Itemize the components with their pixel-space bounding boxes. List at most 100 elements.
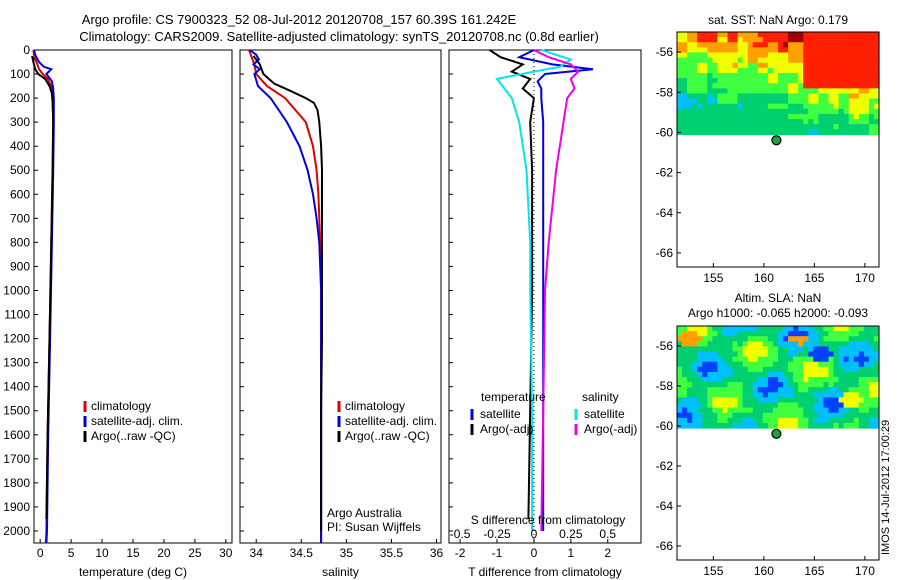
- map-cell: [717, 422, 724, 429]
- map-cell: [732, 124, 739, 130]
- map-cell: [752, 93, 759, 100]
- map-cell: [813, 392, 819, 398]
- map-cell: [818, 382, 825, 388]
- map-cell: [722, 98, 729, 105]
- map-cell: [793, 417, 799, 424]
- map-cell: [737, 377, 744, 383]
- map-cell: [818, 402, 825, 409]
- y-tick-label: 1000: [3, 283, 30, 297]
- map-cell: [692, 93, 698, 100]
- map-cell: [788, 397, 794, 404]
- map-cell: [803, 42, 809, 48]
- map-cell: [843, 356, 850, 363]
- map-cell: [762, 37, 769, 43]
- map-cell: [697, 417, 703, 424]
- map-cell: [803, 52, 809, 59]
- map-cell: [853, 382, 860, 388]
- map-cell: [793, 37, 799, 43]
- map-cell: [838, 124, 845, 130]
- map-cell: [858, 407, 865, 414]
- lat-tick-label: -60: [656, 419, 674, 433]
- map-cell: [682, 83, 688, 89]
- map-cell: [853, 341, 860, 347]
- map-cell: [828, 78, 835, 84]
- map-cell: [833, 113, 840, 120]
- map-cell: [778, 392, 784, 398]
- map-cell: [722, 62, 729, 69]
- map-cell: [717, 341, 724, 347]
- map-cell: [712, 326, 718, 332]
- map-cell: [793, 42, 799, 48]
- map-cell: [808, 57, 814, 64]
- map-cell: [778, 382, 784, 388]
- map-cell: [823, 37, 830, 43]
- map-cell: [793, 346, 799, 353]
- map-cell: [848, 351, 855, 358]
- map-cell: [863, 98, 870, 105]
- map-cell: [828, 72, 835, 79]
- map-cell: [737, 108, 744, 115]
- map-cell: [692, 32, 698, 38]
- map-cell: [717, 113, 724, 120]
- map-cell: [692, 412, 698, 419]
- map-cell: [752, 402, 759, 409]
- map-cell: [697, 103, 703, 110]
- map-cell: [757, 326, 764, 332]
- map-cell: [762, 377, 769, 383]
- map-cell: [808, 52, 814, 59]
- map-cell: [828, 124, 835, 130]
- map-cell: [778, 387, 784, 393]
- map-cell: [798, 78, 804, 84]
- map-cell: [778, 88, 784, 95]
- map-cell: [772, 67, 779, 74]
- map-cell: [677, 377, 683, 383]
- map-cell: [757, 62, 764, 69]
- map-cell: [838, 119, 845, 125]
- map-cell: [717, 103, 724, 110]
- map-cell: [873, 72, 880, 79]
- map-cell: [873, 47, 880, 54]
- map-cell: [843, 37, 850, 43]
- map-cell: [798, 129, 804, 136]
- map-cell: [772, 57, 779, 64]
- map-cell: [717, 72, 724, 79]
- map-cell: [767, 37, 774, 43]
- map-cell: [848, 57, 855, 64]
- map-cell: [853, 417, 860, 424]
- map-cell: [762, 47, 769, 54]
- map-cell: [762, 83, 769, 89]
- map-cell: [762, 32, 769, 38]
- map-cell: [712, 119, 718, 125]
- map-cell: [798, 93, 804, 100]
- map-cell: [823, 412, 830, 419]
- map-cell: [783, 124, 789, 130]
- map-cell: [762, 67, 769, 74]
- map-cell: [778, 98, 784, 105]
- map-cell: [697, 336, 703, 342]
- map-cell: [798, 341, 804, 347]
- map-cell: [757, 47, 764, 54]
- map-cell: [873, 52, 880, 59]
- map-cell: [793, 93, 799, 100]
- map-cell: [818, 331, 825, 337]
- map-cell: [788, 377, 794, 383]
- map-cell: [692, 346, 698, 353]
- map-cell: [848, 377, 855, 383]
- map-cell: [682, 78, 688, 84]
- map-cell: [793, 366, 799, 373]
- map-cell: [828, 37, 835, 43]
- map-cell: [798, 392, 804, 398]
- map-cell: [712, 62, 718, 69]
- map-cell: [848, 47, 855, 54]
- map-cell: [687, 377, 693, 383]
- map-cell: [858, 377, 865, 383]
- lon-tick-label: 155: [703, 564, 723, 578]
- map-cell: [707, 402, 713, 409]
- map-cell: [813, 407, 819, 414]
- map-cell: [788, 42, 794, 48]
- map-cell: [778, 83, 784, 89]
- map-cell: [712, 356, 718, 363]
- map-cell: [747, 37, 754, 43]
- figure-title-line2: Climatology: CARS2009. Satellite-adjuste…: [79, 29, 599, 44]
- map-cell: [828, 93, 835, 100]
